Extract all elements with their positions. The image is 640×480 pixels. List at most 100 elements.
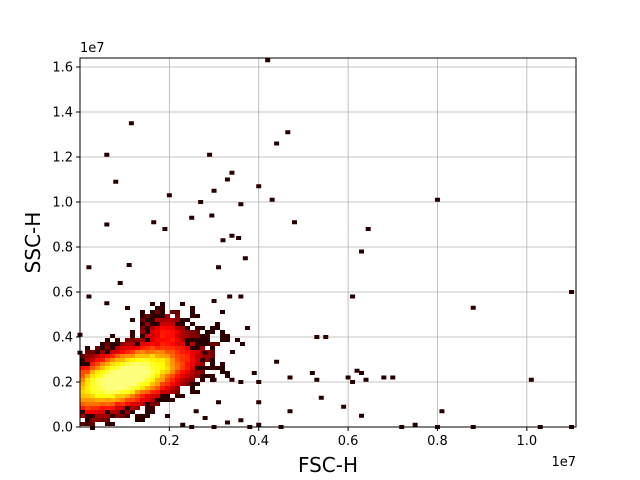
density-cell bbox=[180, 346, 185, 350]
density-cell bbox=[155, 382, 160, 386]
density-cell bbox=[150, 302, 155, 306]
density-cell bbox=[115, 410, 120, 414]
density-cell bbox=[225, 374, 230, 378]
density-cell bbox=[155, 378, 160, 382]
density-cell bbox=[95, 346, 100, 350]
density-cell bbox=[155, 306, 160, 310]
density-cell bbox=[140, 362, 145, 366]
density-cell bbox=[120, 382, 125, 386]
y-axis-ticks: 0.0 0.2 0.4 0.6 0.8 1.0 1.2 1.4 1.6 bbox=[52, 61, 80, 436]
density-cell bbox=[85, 394, 90, 398]
density-cell bbox=[135, 346, 140, 350]
density-cell bbox=[85, 366, 90, 370]
density-cell bbox=[110, 370, 115, 374]
density-cell bbox=[100, 342, 105, 346]
density-cell bbox=[210, 362, 215, 366]
density-cell bbox=[200, 342, 205, 346]
density-cell bbox=[195, 370, 200, 374]
outlier-bin bbox=[359, 249, 365, 254]
density-cell bbox=[180, 326, 185, 330]
density-cell bbox=[105, 338, 110, 342]
density-cell bbox=[110, 398, 115, 402]
density-cell bbox=[175, 318, 180, 322]
density-cell bbox=[240, 342, 245, 346]
density-cell bbox=[220, 310, 225, 314]
density-cell bbox=[165, 334, 170, 338]
outlier-bin bbox=[211, 299, 217, 303]
density-cell bbox=[175, 358, 180, 362]
density-cell bbox=[125, 338, 130, 342]
density-cell bbox=[135, 402, 140, 406]
density-cell bbox=[160, 326, 165, 330]
density-cell bbox=[215, 322, 220, 326]
outlier-bin bbox=[202, 416, 208, 420]
density-cell bbox=[135, 358, 140, 362]
density-cell bbox=[145, 322, 150, 326]
density-cell bbox=[215, 342, 220, 346]
outlier-bin bbox=[238, 294, 244, 299]
density-cell bbox=[85, 406, 90, 410]
density-cell bbox=[155, 358, 160, 362]
density-cell bbox=[145, 354, 150, 358]
outlier-bin bbox=[209, 213, 215, 218]
density-cell bbox=[150, 358, 155, 362]
outlier-bin bbox=[104, 152, 110, 157]
density-cell bbox=[190, 322, 195, 326]
density-cell bbox=[145, 366, 150, 370]
density-cell bbox=[155, 398, 160, 402]
density-cell bbox=[195, 314, 200, 318]
density-cell bbox=[245, 326, 250, 330]
density-cell bbox=[160, 378, 165, 382]
density-cell bbox=[105, 386, 110, 390]
density-cell bbox=[175, 386, 180, 390]
density-cell bbox=[140, 398, 145, 402]
density-cell bbox=[105, 390, 110, 394]
density-cell bbox=[115, 370, 120, 374]
density-cell bbox=[80, 362, 85, 366]
density-cell bbox=[210, 326, 215, 330]
density-cell bbox=[160, 334, 165, 338]
density-cell bbox=[165, 346, 170, 350]
density-cell bbox=[185, 358, 190, 362]
density-cell bbox=[115, 394, 120, 398]
density-cell bbox=[85, 402, 90, 406]
density-cell bbox=[180, 322, 185, 326]
density-cell bbox=[110, 406, 115, 410]
y-tick-label: 0.0 bbox=[52, 421, 73, 436]
outlier-bin bbox=[269, 197, 275, 202]
density-cell bbox=[150, 366, 155, 370]
density-cell bbox=[190, 338, 195, 342]
density-cell bbox=[160, 382, 165, 386]
density-cell bbox=[180, 318, 185, 322]
outlier-bin bbox=[211, 377, 217, 382]
density-cell bbox=[160, 398, 165, 402]
density-cell bbox=[150, 394, 155, 398]
density-cell bbox=[115, 398, 120, 402]
density-cell bbox=[120, 370, 125, 374]
density-cell bbox=[165, 358, 170, 362]
outlier-bin bbox=[193, 409, 199, 414]
outlier-bin bbox=[359, 413, 365, 418]
density-cell bbox=[140, 390, 145, 394]
density-cell bbox=[110, 390, 115, 394]
density-cell bbox=[95, 378, 100, 382]
density-cell bbox=[195, 362, 200, 366]
density-cell bbox=[170, 374, 175, 378]
density-cell bbox=[170, 358, 175, 362]
density-cell bbox=[115, 366, 120, 370]
density-cell bbox=[170, 310, 175, 314]
density-cell bbox=[110, 394, 115, 398]
density-cell bbox=[95, 358, 100, 362]
density-cell bbox=[115, 354, 120, 358]
density-cell bbox=[165, 330, 170, 334]
density-cell bbox=[100, 406, 105, 410]
density-cell bbox=[165, 342, 170, 346]
density-cell bbox=[185, 354, 190, 358]
density-cell bbox=[160, 322, 165, 326]
density-cell bbox=[135, 338, 140, 342]
density-cell bbox=[105, 346, 110, 350]
density-cell bbox=[135, 374, 140, 378]
x-tick-label: 0.6 bbox=[338, 434, 359, 449]
density-cell bbox=[120, 342, 125, 346]
density-cell bbox=[175, 330, 180, 334]
